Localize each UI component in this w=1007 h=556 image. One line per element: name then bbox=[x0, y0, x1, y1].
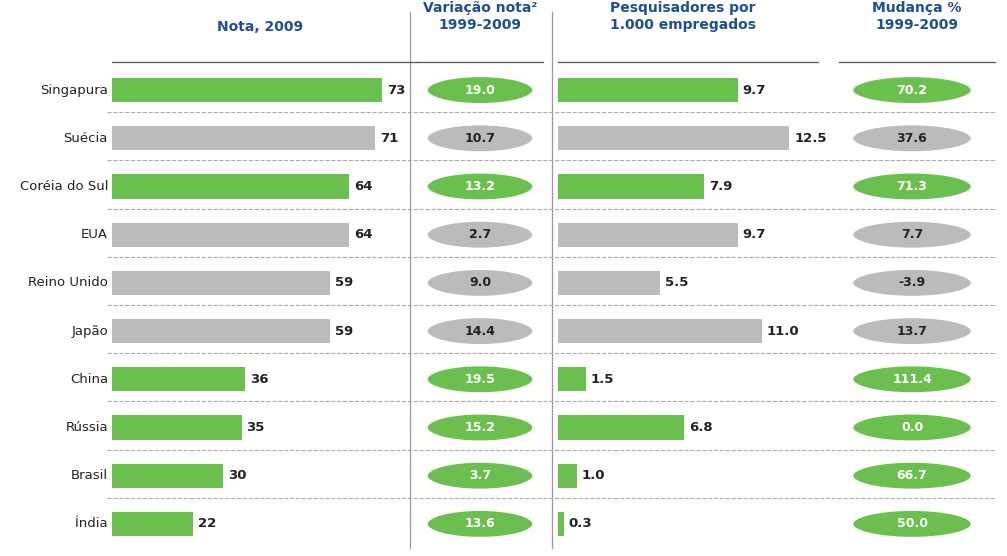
Text: EUA: EUA bbox=[81, 228, 108, 241]
Text: 37.6: 37.6 bbox=[896, 132, 927, 145]
Text: 59: 59 bbox=[335, 325, 353, 337]
Ellipse shape bbox=[427, 317, 534, 345]
Text: 111.4: 111.4 bbox=[892, 373, 931, 386]
Text: 36: 36 bbox=[250, 373, 269, 386]
Text: Nota, 2009: Nota, 2009 bbox=[217, 20, 303, 34]
Text: 22: 22 bbox=[198, 518, 217, 530]
Ellipse shape bbox=[852, 317, 972, 345]
Text: 6.8: 6.8 bbox=[689, 421, 713, 434]
Text: 71.3: 71.3 bbox=[896, 180, 927, 193]
Text: 50.0: 50.0 bbox=[896, 518, 927, 530]
Bar bbox=[112, 464, 223, 488]
Text: Coréia do Sul: Coréia do Sul bbox=[19, 180, 108, 193]
Text: 14.4: 14.4 bbox=[464, 325, 495, 337]
Bar bbox=[558, 78, 738, 102]
Ellipse shape bbox=[427, 269, 534, 297]
Bar bbox=[558, 415, 684, 440]
Text: 3.7: 3.7 bbox=[469, 469, 491, 482]
Text: 19.0: 19.0 bbox=[464, 83, 495, 97]
Ellipse shape bbox=[427, 221, 534, 249]
Ellipse shape bbox=[852, 510, 972, 538]
Text: 73: 73 bbox=[387, 83, 406, 97]
Text: Brasil: Brasil bbox=[70, 469, 108, 482]
Text: 13.6: 13.6 bbox=[464, 518, 495, 530]
Text: 30: 30 bbox=[228, 469, 247, 482]
Text: Variação nota²
1999-2009: Variação nota² 1999-2009 bbox=[423, 1, 537, 32]
Ellipse shape bbox=[852, 365, 972, 393]
Text: 71: 71 bbox=[380, 132, 398, 145]
Ellipse shape bbox=[427, 365, 534, 393]
Bar bbox=[558, 319, 761, 343]
Bar bbox=[558, 464, 577, 488]
Text: 64: 64 bbox=[353, 180, 373, 193]
Text: 5.5: 5.5 bbox=[665, 276, 688, 290]
Ellipse shape bbox=[427, 461, 534, 490]
Bar bbox=[558, 175, 704, 198]
Text: Rússia: Rússia bbox=[65, 421, 108, 434]
Text: 64: 64 bbox=[353, 228, 373, 241]
Text: 1.0: 1.0 bbox=[581, 469, 605, 482]
Ellipse shape bbox=[852, 76, 972, 104]
Text: Pesquisadores por
1.000 empregados: Pesquisadores por 1.000 empregados bbox=[610, 1, 756, 32]
Ellipse shape bbox=[427, 76, 534, 104]
Text: 66.7: 66.7 bbox=[896, 469, 927, 482]
Text: 59: 59 bbox=[335, 276, 353, 290]
Bar bbox=[112, 175, 348, 198]
Bar bbox=[558, 271, 660, 295]
Ellipse shape bbox=[852, 221, 972, 249]
Text: 70.2: 70.2 bbox=[896, 83, 927, 97]
Text: 0.3: 0.3 bbox=[569, 518, 592, 530]
Text: Suécia: Suécia bbox=[63, 132, 108, 145]
Text: China: China bbox=[69, 373, 108, 386]
Text: Singapura: Singapura bbox=[40, 83, 108, 97]
Bar bbox=[112, 126, 375, 150]
Bar bbox=[112, 319, 330, 343]
Ellipse shape bbox=[427, 414, 534, 441]
Bar bbox=[112, 368, 245, 391]
Ellipse shape bbox=[427, 510, 534, 538]
Ellipse shape bbox=[427, 125, 534, 152]
Text: 7.7: 7.7 bbox=[901, 228, 923, 241]
Text: 9.7: 9.7 bbox=[742, 83, 766, 97]
Bar bbox=[112, 222, 348, 247]
Text: -3.9: -3.9 bbox=[898, 276, 925, 290]
Text: 13.2: 13.2 bbox=[464, 180, 495, 193]
Text: 15.2: 15.2 bbox=[464, 421, 495, 434]
Text: 9.0: 9.0 bbox=[469, 276, 491, 290]
Text: 35: 35 bbox=[247, 421, 265, 434]
Bar bbox=[112, 78, 382, 102]
Bar bbox=[558, 512, 564, 536]
Text: 2.7: 2.7 bbox=[469, 228, 491, 241]
Text: 10.7: 10.7 bbox=[464, 132, 495, 145]
Text: 0.0: 0.0 bbox=[901, 421, 923, 434]
Text: Japão: Japão bbox=[71, 325, 108, 337]
Ellipse shape bbox=[852, 125, 972, 152]
Text: Índia: Índia bbox=[76, 518, 108, 530]
Text: 9.7: 9.7 bbox=[742, 228, 766, 241]
Text: 11.0: 11.0 bbox=[766, 325, 800, 337]
Ellipse shape bbox=[852, 461, 972, 490]
Text: 7.9: 7.9 bbox=[709, 180, 733, 193]
Bar bbox=[112, 512, 193, 536]
Ellipse shape bbox=[852, 172, 972, 201]
Bar bbox=[558, 222, 738, 247]
Text: Mudança %
1999-2009: Mudança % 1999-2009 bbox=[872, 1, 962, 32]
Bar bbox=[112, 271, 330, 295]
Bar bbox=[112, 415, 242, 440]
Ellipse shape bbox=[427, 172, 534, 201]
Text: Reino Unido: Reino Unido bbox=[28, 276, 108, 290]
Ellipse shape bbox=[852, 269, 972, 297]
Bar bbox=[558, 368, 586, 391]
Text: 19.5: 19.5 bbox=[464, 373, 495, 386]
Text: 12.5: 12.5 bbox=[795, 132, 827, 145]
Bar bbox=[558, 126, 789, 150]
Ellipse shape bbox=[852, 414, 972, 441]
Text: 13.7: 13.7 bbox=[896, 325, 927, 337]
Text: 1.5: 1.5 bbox=[591, 373, 614, 386]
